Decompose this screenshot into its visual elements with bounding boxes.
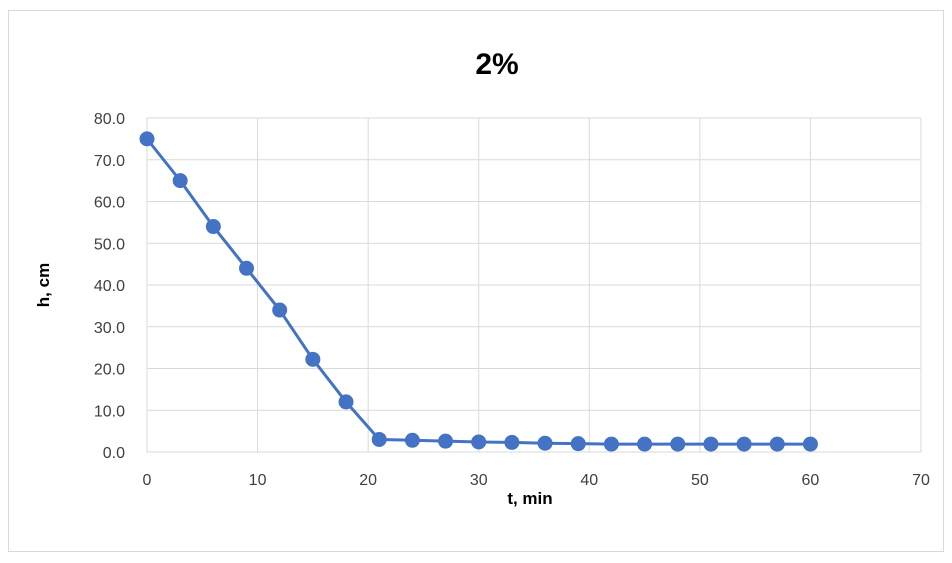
grid-lines <box>146 117 922 453</box>
data-point <box>438 433 454 449</box>
x-tick-label: 40 <box>580 472 598 489</box>
data-point <box>205 219 221 235</box>
data-point <box>471 434 487 450</box>
y-tick-label: 10.0 <box>94 403 125 420</box>
data-point <box>736 436 752 452</box>
y-tick-label: 60.0 <box>94 195 125 212</box>
data-point <box>603 436 619 452</box>
data-point <box>670 436 686 452</box>
x-tick-label: 10 <box>249 472 267 489</box>
x-tick-label: 60 <box>802 472 820 489</box>
chart-area: 2% 0.0 10.0 20.0 30.0 40.0 50.0 60.0 70.0 80.0 0… <box>8 10 944 552</box>
y-tick-label: 50.0 <box>94 236 125 253</box>
x-tick-labels: 0 10 20 30 40 50 60 70 <box>143 472 930 489</box>
x-tick-label: 0 <box>143 472 152 489</box>
data-point <box>504 434 520 450</box>
chart-title: 2% <box>475 48 518 81</box>
y-tick-label: 70.0 <box>94 153 125 170</box>
y-tick-label: 0.0 <box>103 445 125 462</box>
y-tick-label: 80.0 <box>94 111 125 128</box>
data-point <box>371 431 387 447</box>
x-tick-label: 50 <box>691 472 709 489</box>
data-point <box>172 173 188 189</box>
y-tick-label: 30.0 <box>94 320 125 337</box>
data-point <box>338 394 354 410</box>
x-tick-label: 20 <box>359 472 377 489</box>
y-tick-labels: 0.0 10.0 20.0 30.0 40.0 50.0 60.0 70.0 80.0 <box>94 111 125 462</box>
data-point <box>703 436 719 452</box>
data-point <box>272 302 288 318</box>
data-point <box>537 435 553 451</box>
data-point <box>239 260 255 276</box>
y-tick-label: 40.0 <box>94 278 125 295</box>
data-point <box>570 436 586 452</box>
data-point <box>305 351 321 367</box>
x-tick-label: 30 <box>470 472 488 489</box>
y-tick-label: 20.0 <box>94 362 125 379</box>
data-point <box>637 436 653 452</box>
data-point <box>139 131 155 147</box>
data-point <box>802 436 818 452</box>
data-point <box>769 436 785 452</box>
data-point <box>404 432 420 448</box>
data-series <box>139 131 818 452</box>
chart-svg: 2% 0.0 10.0 20.0 30.0 40.0 50.0 60.0 70.0 80.0 0… <box>34 48 930 508</box>
x-tick-label: 70 <box>912 472 930 489</box>
x-axis-title: t, min <box>507 489 552 508</box>
y-axis-title: h, cm <box>34 263 53 307</box>
